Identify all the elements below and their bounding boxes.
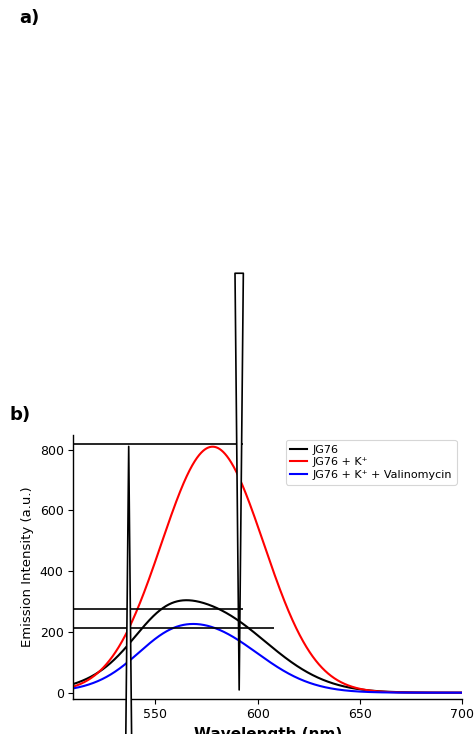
JG76 + K⁺ — [383, 688, 388, 697]
JG76 + K⁺ + Valinomycin — [81, 681, 87, 690]
Text: a): a) — [19, 9, 39, 27]
JG76 + K⁺ + Valinomycin — [60, 686, 66, 694]
JG76 + K⁺ + Valinomycin — [191, 619, 196, 628]
Text: b): b) — [9, 406, 30, 424]
JG76 — [183, 596, 189, 605]
Line: JG76: JG76 — [63, 600, 473, 693]
JG76 — [81, 675, 87, 684]
JG76 + K⁺ + Valinomycin — [470, 688, 474, 697]
Line: JG76 + K⁺: JG76 + K⁺ — [63, 447, 473, 693]
JG76 + K⁺ — [260, 535, 265, 544]
JG76 + K⁺ — [458, 688, 464, 697]
JG76 — [260, 635, 265, 644]
JG76 + K⁺ + Valinomycin — [249, 644, 255, 653]
X-axis label: Wavelength (nm): Wavelength (nm) — [194, 727, 342, 734]
JG76 — [60, 683, 66, 691]
JG76 + K⁺ + Valinomycin — [458, 688, 464, 697]
JG76 + K⁺ + Valinomycin — [458, 688, 464, 697]
Legend: JG76, JG76 + K⁺, JG76 + K⁺ + Valinomycin: JG76, JG76 + K⁺, JG76 + K⁺ + Valinomycin — [286, 440, 456, 484]
JG76 + K⁺ + Valinomycin — [383, 688, 388, 697]
Line: JG76 + K⁺ + Valinomycin: JG76 + K⁺ + Valinomycin — [63, 624, 473, 693]
JG76 + K⁺ — [210, 443, 216, 451]
JG76 + K⁺ — [81, 677, 87, 686]
JG76 — [249, 626, 255, 635]
JG76 + K⁺ + Valinomycin — [260, 653, 265, 661]
JG76 — [458, 688, 464, 697]
Y-axis label: Emission Intensity (a.u.): Emission Intensity (a.u.) — [21, 487, 34, 647]
JG76 + K⁺ — [249, 504, 255, 513]
JG76 — [458, 688, 464, 697]
JG76 — [383, 687, 388, 696]
JG76 — [470, 688, 474, 697]
JG76 + K⁺ — [60, 685, 66, 694]
JG76 + K⁺ — [458, 688, 464, 697]
JG76 + K⁺ — [470, 688, 474, 697]
